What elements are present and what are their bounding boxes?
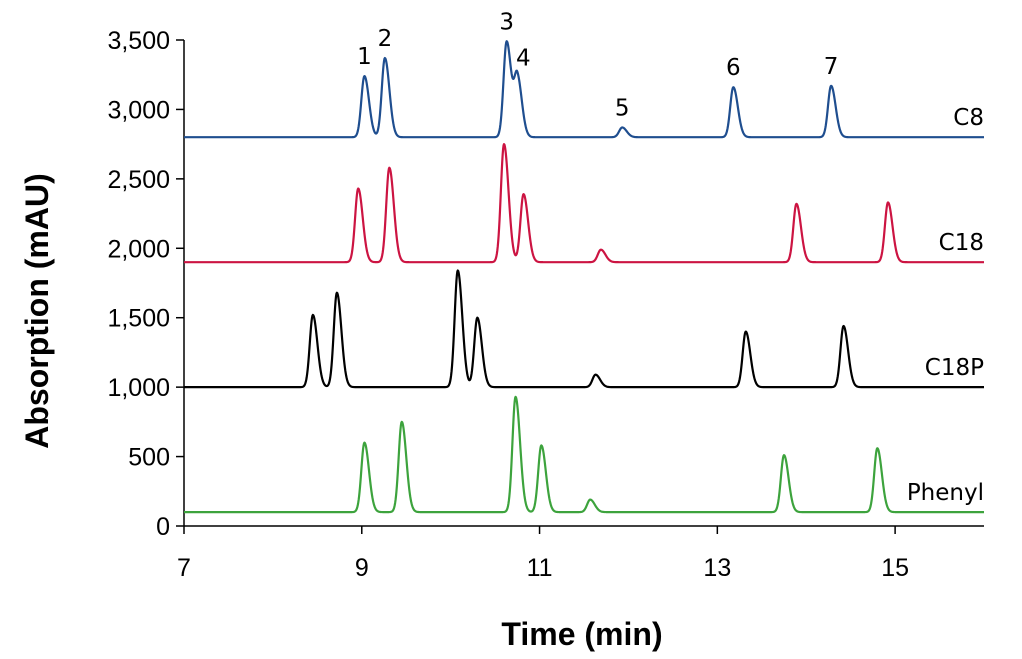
y-tick-label: 1,500 — [107, 305, 170, 333]
y-tick-label: 500 — [128, 444, 170, 472]
x-axis-ticks: 7 9 11 13 15 — [177, 526, 909, 582]
trace-c18 — [183, 143, 985, 264]
peak-label: 2 — [378, 26, 393, 52]
x-tick-label: 11 — [527, 554, 553, 582]
y-axis-title: Absorption (mAU) — [19, 173, 55, 449]
trace-c18p — [183, 269, 985, 389]
x-tick-label: 7 — [177, 554, 191, 582]
axes — [183, 40, 984, 527]
y-tick-label: 3,000 — [107, 96, 170, 124]
peak-label: 4 — [516, 45, 531, 71]
x-tick-label: 13 — [703, 554, 731, 582]
y-tick-label: 2,000 — [107, 235, 170, 263]
trace-phenyl — [183, 395, 985, 514]
peak-label: 5 — [615, 95, 630, 121]
y-tick-label: 1,000 — [107, 374, 170, 402]
traces — [183, 40, 985, 514]
y-tick-label: 2,500 — [107, 166, 170, 194]
x-tick-label: 9 — [355, 554, 369, 582]
series-labels: C8 C18 C18P Phenyl — [907, 105, 984, 506]
peak-label: 7 — [824, 54, 839, 80]
series-label-c18p: C18P — [925, 355, 984, 381]
trace-c8 — [183, 40, 985, 139]
peak-label: 1 — [357, 44, 372, 70]
y-tick-label: 0 — [156, 513, 170, 541]
peak-label: 6 — [726, 55, 741, 81]
x-tick-label: 15 — [881, 554, 909, 582]
y-tick-label: 3,500 — [107, 27, 170, 55]
y-axis-ticks: 0 500 1,000 1,500 2,000 2,500 3,000 3,500 — [107, 27, 184, 541]
series-label-phenyl: Phenyl — [907, 480, 984, 506]
series-label-c8: C8 — [953, 105, 984, 131]
series-label-c18: C18 — [939, 230, 984, 256]
x-axis-title: Time (min) — [501, 616, 662, 652]
peak-label: 3 — [499, 9, 514, 35]
